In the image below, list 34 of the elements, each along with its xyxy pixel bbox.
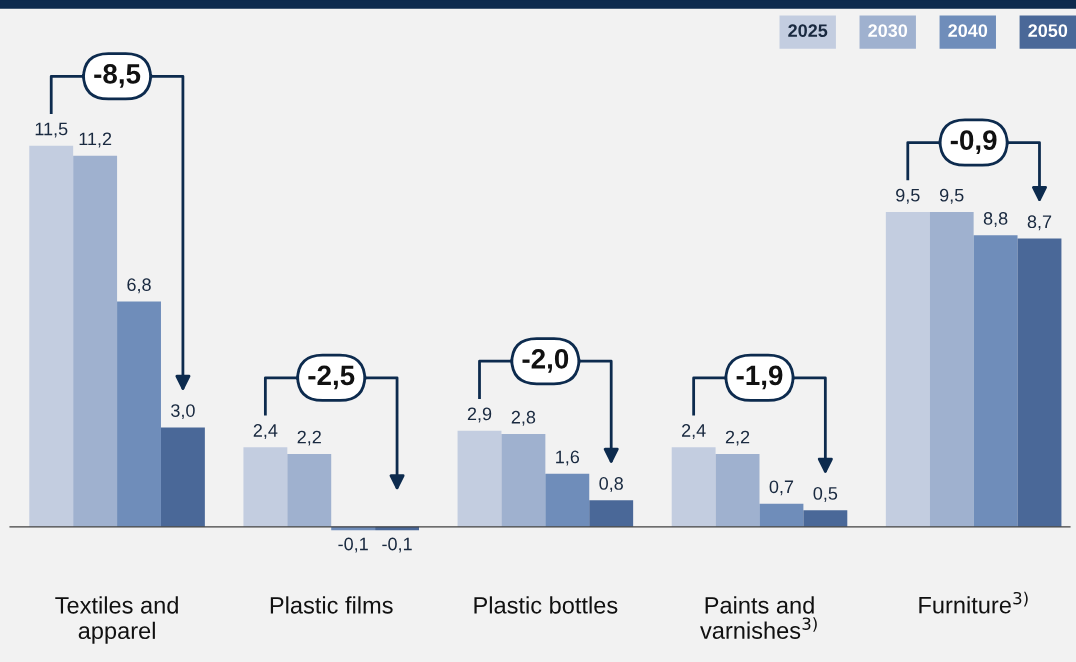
data-label: 2,4 <box>682 424 706 439</box>
data-label: 2,2 <box>297 430 321 446</box>
x-tick-label: Textiles and apparel <box>55 596 178 644</box>
annotation: -2,0 <box>522 348 569 373</box>
data-label: 3,0 <box>171 404 195 420</box>
x-tick-label: Plastic bottles <box>474 596 618 614</box>
x-tick-label: Plastic films <box>270 596 393 614</box>
annotation: -2,5 <box>308 365 355 390</box>
data-label: 8,7 <box>1027 215 1052 231</box>
data-label: 8,8 <box>983 212 1008 227</box>
data-label: 2,9 <box>467 407 492 423</box>
annotation: -0,9 <box>950 130 997 155</box>
data-label: 11,5 <box>35 122 68 138</box>
data-label: 1,6 <box>556 450 580 466</box>
x-tick-label: Furniture$^{3)}$ <box>919 591 1028 614</box>
data-label: -0,1 <box>382 537 412 553</box>
data-label: 2,4 <box>253 424 278 439</box>
text: -8,5 <box>94 64 141 88</box>
annotation: -1,9 <box>736 365 783 390</box>
data-label: 0,5 <box>813 487 838 502</box>
data-label: 0,8 <box>599 477 623 492</box>
data-label: 11,2 <box>79 132 112 148</box>
data-label: 2,2 <box>725 430 750 446</box>
text: 2030 <box>868 24 908 38</box>
data-label: 9,5 <box>939 188 964 204</box>
data-label: -0,1 <box>338 537 368 553</box>
x-tick-label: Paints and varnishes$^{3)}$ <box>700 596 817 639</box>
text: 2040 <box>948 24 988 38</box>
data-label: 0,7 <box>769 480 794 496</box>
text: 2025 <box>788 24 828 38</box>
data-label: 6,8 <box>127 278 151 294</box>
text: 2050 <box>1028 24 1068 38</box>
data-label: 9,5 <box>896 188 920 204</box>
data-label: 2,8 <box>511 410 536 426</box>
